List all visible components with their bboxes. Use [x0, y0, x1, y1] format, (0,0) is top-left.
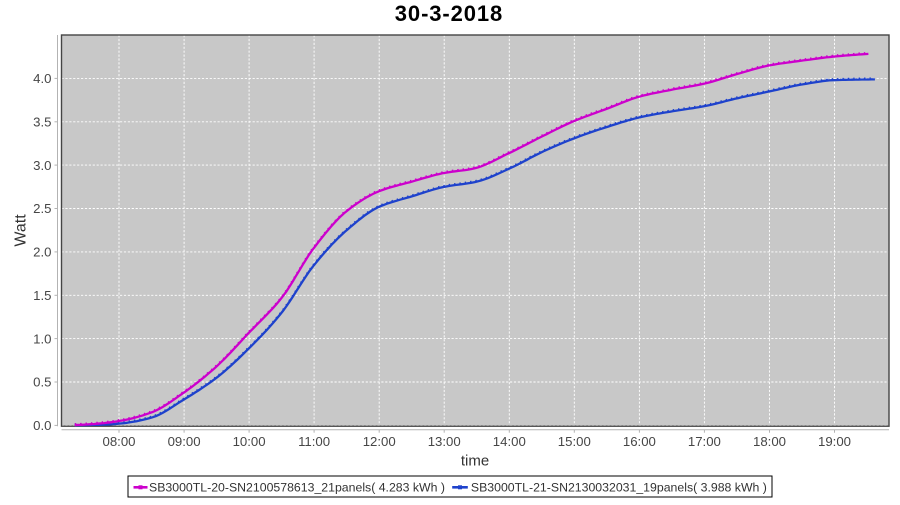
svg-text:3.5: 3.5 [33, 115, 51, 130]
svg-text:08:00: 08:00 [102, 434, 135, 449]
svg-text:0.0: 0.0 [33, 418, 51, 433]
svg-text:11:00: 11:00 [298, 434, 330, 449]
svg-text:17:00: 17:00 [688, 434, 721, 449]
svg-text:1.5: 1.5 [33, 288, 51, 303]
svg-text:3.0: 3.0 [33, 158, 51, 173]
svg-text:2.0: 2.0 [33, 245, 51, 260]
svg-text:1.0: 1.0 [33, 331, 51, 346]
svg-text:SB3000TL-21-SN2130032031_19pan: SB3000TL-21-SN2130032031_19panels( 3.988… [471, 481, 767, 495]
svg-text:2.5: 2.5 [33, 201, 51, 216]
svg-text:18:00: 18:00 [753, 434, 786, 449]
svg-text:SB3000TL-20-SN2100578613_21pan: SB3000TL-20-SN2100578613_21panels( 4.283… [149, 481, 445, 495]
svg-text:4.0: 4.0 [33, 71, 51, 86]
svg-text:13:00: 13:00 [428, 434, 461, 449]
svg-text:10:00: 10:00 [233, 434, 266, 449]
svg-text:14:00: 14:00 [493, 434, 526, 449]
svg-text:19:00: 19:00 [818, 434, 851, 449]
svg-text:30-3-2018: 30-3-2018 [395, 1, 503, 26]
svg-text:12:00: 12:00 [363, 434, 396, 449]
svg-text:0.5: 0.5 [33, 375, 51, 390]
svg-text:time: time [461, 453, 489, 470]
svg-text:Watt: Watt [12, 214, 29, 247]
svg-text:09:00: 09:00 [168, 434, 201, 449]
svg-text:15:00: 15:00 [558, 434, 591, 449]
svg-text:16:00: 16:00 [623, 434, 656, 449]
